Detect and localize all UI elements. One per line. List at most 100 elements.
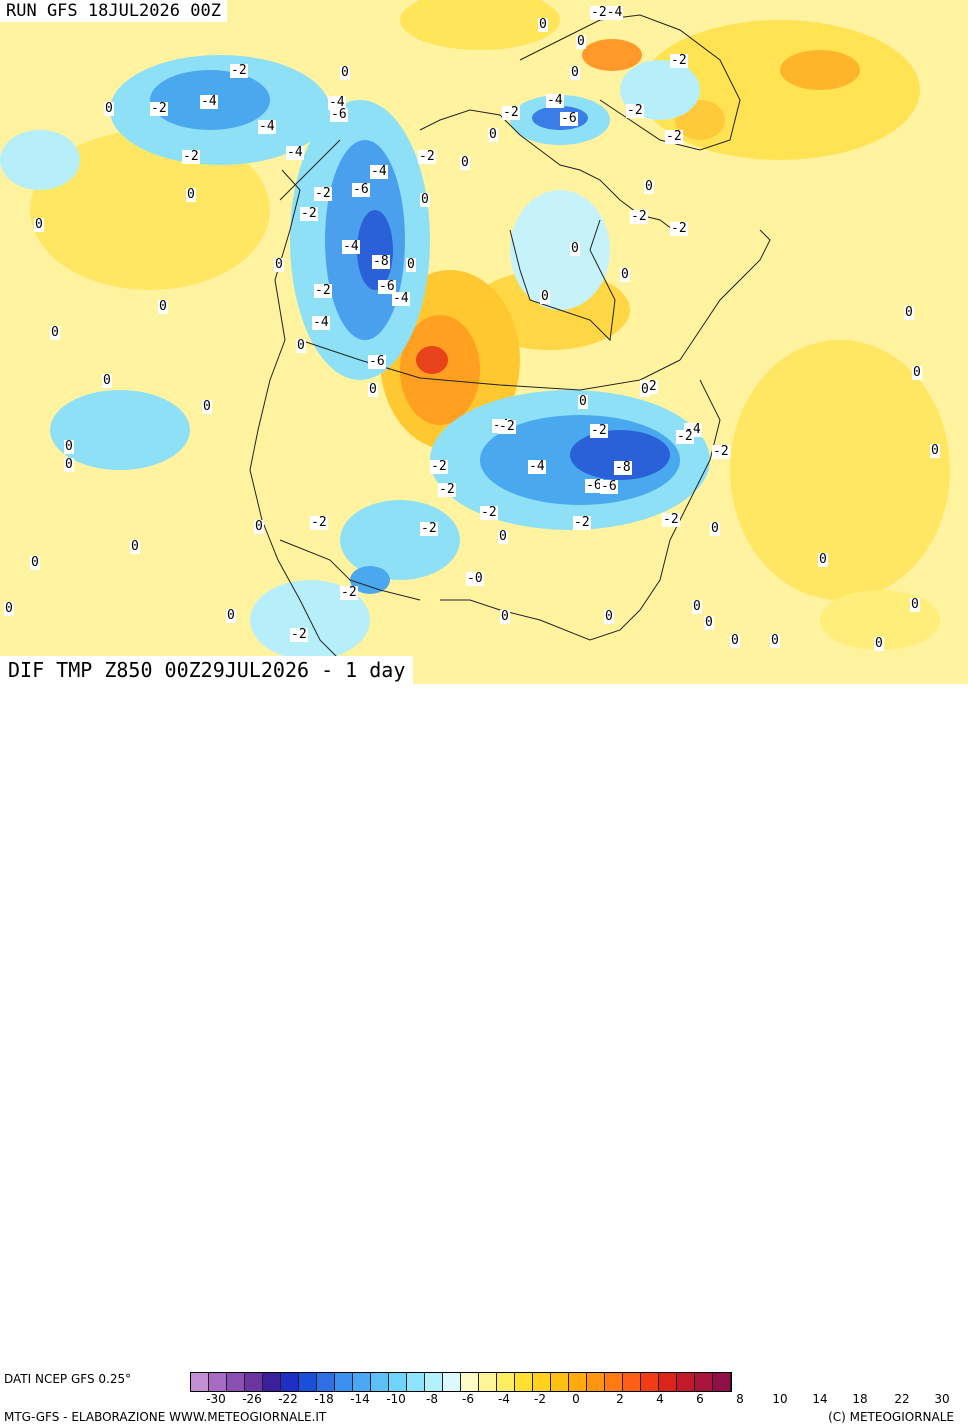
colorbar-tick-label: -30 (206, 1392, 226, 1406)
contour-label: 0 (730, 633, 740, 648)
colorbar-swatch (389, 1373, 407, 1391)
contour-label: 0 (460, 155, 470, 170)
contour-label: -2 (230, 63, 248, 78)
colorbar-swatch (605, 1373, 623, 1391)
colorbar-swatch (587, 1373, 605, 1391)
contour-label: -2 (150, 101, 168, 116)
contour-label: 0 (340, 65, 350, 80)
contour-label: -2 (340, 585, 358, 600)
contour-label: -4 (528, 459, 546, 474)
contour-label: 0 (254, 519, 264, 534)
contour-label: -2 (438, 482, 456, 497)
contour-label: 0 (102, 373, 112, 388)
colorbar-swatch (407, 1373, 425, 1391)
contour-label: -0 (466, 571, 484, 586)
colorbar-tick-label: 6 (696, 1392, 704, 1406)
contour-label: -2 (662, 512, 680, 527)
contour-label: 0 (34, 217, 44, 232)
contour-label: -4 (286, 145, 304, 160)
credit-left: MTG-GFS - ELABORAZIONE WWW.METEOGIORNALE… (4, 1410, 327, 1424)
contour-label: 0 (202, 399, 212, 414)
contour-label: 0 (640, 382, 650, 397)
colorbar-swatch (515, 1373, 533, 1391)
contour-label: 0 (540, 289, 550, 304)
map-canvas (0, 0, 968, 684)
colorbar-swatch (335, 1373, 353, 1391)
colorbar-swatch (461, 1373, 479, 1391)
contour-label: -2 (480, 505, 498, 520)
contour-label: -8 (372, 254, 390, 269)
contour-label: -6 (378, 279, 396, 294)
contour-label: -2 (314, 283, 332, 298)
legend-panel: DATI NCEP GFS 0.25° -30 -26 -22 -18 -14 -10 -8… (0, 684, 968, 1424)
contour-label: 0 (904, 305, 914, 320)
contour-label: 0 (604, 609, 614, 624)
colorbar-swatch (695, 1373, 713, 1391)
colorbar-swatch (245, 1373, 263, 1391)
contour-label: 0 (710, 521, 720, 536)
credit-right: (C) METEOGIORNALE (828, 1410, 954, 1424)
contour-label: 0 (912, 365, 922, 380)
contour-label: 0 (406, 257, 416, 272)
colorbar-swatch (569, 1373, 587, 1391)
contour-label: 0 (576, 34, 586, 49)
contour-label: -2 (630, 209, 648, 224)
contour-label: -2 (590, 423, 608, 438)
colorbar-tick-label: 0 (572, 1392, 580, 1406)
colorbar-tick-label: -4 (498, 1392, 510, 1406)
contour-label: -2 (502, 105, 520, 120)
colorbar (190, 1372, 732, 1392)
colorbar-swatch (299, 1373, 317, 1391)
contour-label: -4 (258, 119, 276, 134)
contour-label: 0 (500, 609, 510, 624)
contour-label: 0 (226, 608, 236, 623)
colorbar-tick-label: 4 (656, 1392, 664, 1406)
colorbar-tick-label: -10 (386, 1392, 406, 1406)
colorbar-swatch (425, 1373, 443, 1391)
contour-label: -2 (676, 429, 694, 444)
contour-label: -6 (585, 478, 603, 493)
contour-label: -4 (312, 315, 330, 330)
contour-label: 0 (874, 636, 884, 651)
contour-label: 0 (620, 267, 630, 282)
contour-label: -2 (182, 149, 200, 164)
colorbar-swatch (317, 1373, 335, 1391)
contour-label: 0 (704, 615, 714, 630)
contour-label: -2 (626, 103, 644, 118)
contour-label: 0 (274, 257, 284, 272)
colorbar-tick-label: -8 (426, 1392, 438, 1406)
contour-label: -4 (370, 164, 388, 179)
contour-label: -4 (328, 95, 346, 110)
contour-label: -6 (330, 107, 348, 122)
contour-label: 0 (692, 599, 702, 614)
contour-label: 0 (818, 552, 828, 567)
contour-label: 0 (64, 439, 74, 454)
colorbar-tick-label: -22 (278, 1392, 298, 1406)
colorbar-swatch (497, 1373, 515, 1391)
colorbar-tick-label: -14 (350, 1392, 370, 1406)
contour-label: 0 (538, 17, 548, 32)
contour-label: 0 (64, 457, 74, 472)
colorbar-swatch (353, 1373, 371, 1391)
colorbar-swatch (551, 1373, 569, 1391)
contour-label: 0 (130, 539, 140, 554)
colorbar-tick-label: 8 (736, 1392, 744, 1406)
temperature-anomaly-map: RUN GFS 18JUL2026 00Z DIF TMP Z850 00Z29… (0, 0, 968, 684)
contour-label: 0 (910, 597, 920, 612)
contour-label: -4 (392, 291, 410, 306)
contour-label: -2 (310, 515, 328, 530)
colorbar-swatch (533, 1373, 551, 1391)
field-title: DIF TMP Z850 00Z29JUL2026 - 1 day (0, 656, 414, 684)
contour-label: -2 (418, 149, 436, 164)
colorbar-swatch (443, 1373, 461, 1391)
colorbar-tick-label: -2 (534, 1392, 546, 1406)
colorbar-tick-label: 18 (852, 1392, 868, 1406)
colorbar-swatch (371, 1373, 389, 1391)
contour-label: 0 (570, 241, 580, 256)
contour-label: -2 (665, 129, 683, 144)
colorbar-swatch (191, 1373, 209, 1391)
colorbar-ticks: -30 -26 -22 -18 -14 -10 -8 -6 -4 -2 0 2 4 6 8 10 14 18 22 3… (190, 1392, 968, 1408)
colorbar-tick-label: 14 (812, 1392, 828, 1406)
colorbar-swatch (623, 1373, 641, 1391)
contour-label: -6 (368, 354, 386, 369)
